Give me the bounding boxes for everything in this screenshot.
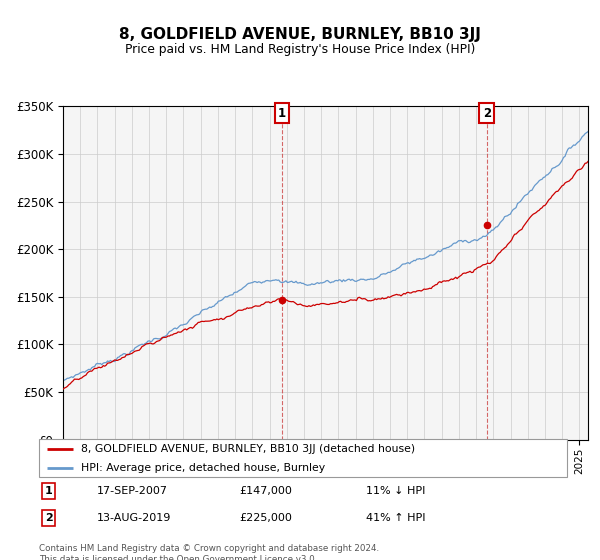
Text: 2: 2: [483, 106, 491, 120]
Text: Price paid vs. HM Land Registry's House Price Index (HPI): Price paid vs. HM Land Registry's House …: [125, 43, 475, 56]
Text: HPI: Average price, detached house, Burnley: HPI: Average price, detached house, Burn…: [81, 463, 325, 473]
Text: 41% ↑ HPI: 41% ↑ HPI: [367, 514, 426, 524]
Text: 2: 2: [44, 514, 52, 524]
Text: 1: 1: [44, 486, 52, 496]
FancyBboxPatch shape: [39, 439, 567, 477]
Text: £147,000: £147,000: [239, 486, 293, 496]
Text: Contains HM Land Registry data © Crown copyright and database right 2024.
This d: Contains HM Land Registry data © Crown c…: [39, 544, 379, 560]
Text: 8, GOLDFIELD AVENUE, BURNLEY, BB10 3JJ: 8, GOLDFIELD AVENUE, BURNLEY, BB10 3JJ: [119, 27, 481, 42]
Text: 1: 1: [278, 106, 286, 120]
Text: £225,000: £225,000: [239, 514, 293, 524]
Text: 8, GOLDFIELD AVENUE, BURNLEY, BB10 3JJ (detached house): 8, GOLDFIELD AVENUE, BURNLEY, BB10 3JJ (…: [81, 444, 415, 454]
Text: 13-AUG-2019: 13-AUG-2019: [97, 514, 172, 524]
Text: 11% ↓ HPI: 11% ↓ HPI: [367, 486, 426, 496]
Text: 17-SEP-2007: 17-SEP-2007: [97, 486, 168, 496]
